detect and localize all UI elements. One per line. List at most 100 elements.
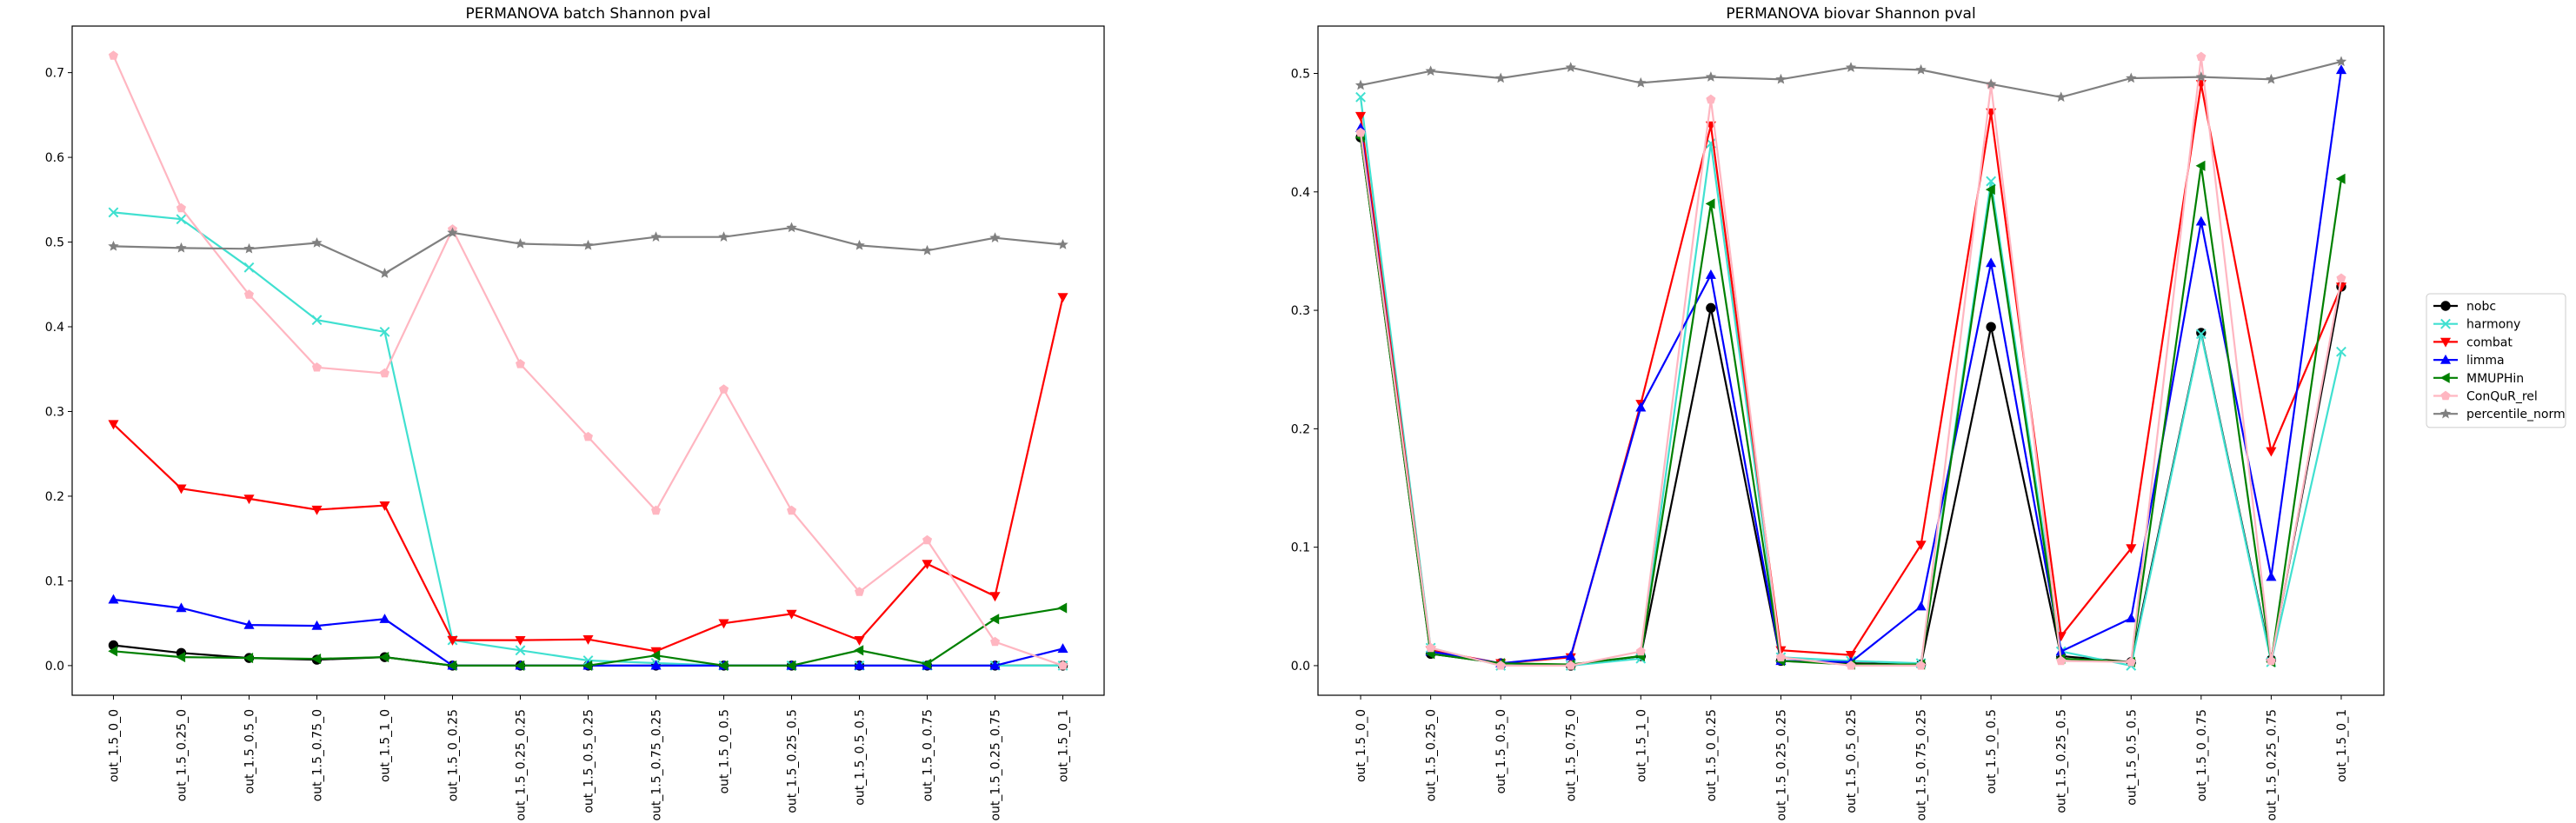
data-point-percentile_norm: [718, 231, 729, 242]
x-tick-label: out_1.5_0.25_0: [175, 709, 189, 801]
data-point-percentile_norm: [311, 237, 323, 248]
data-point-ConQuR_rel: [243, 289, 254, 299]
data-point-combat: [1915, 541, 1927, 551]
data-point-limma: [108, 594, 119, 604]
data-point-percentile_norm: [447, 227, 458, 238]
data-point-MMUPHin: [108, 646, 118, 657]
data-point-percentile_norm: [582, 239, 594, 250]
y-tick-label: 0.7: [45, 67, 64, 81]
data-point-combat: [379, 501, 390, 511]
y-tick-label: 0.4: [1291, 186, 1310, 200]
data-point-limma: [989, 660, 1001, 670]
data-point-percentile_norm: [2055, 91, 2067, 103]
data-point-combat: [108, 420, 119, 430]
data-point-MMUPHin: [718, 660, 729, 671]
data-point-MMUPHin: [311, 654, 322, 665]
series-line-percentile_norm: [113, 226, 1063, 275]
x-tick-label: out_1.5_0.5_0: [1494, 709, 1508, 793]
data-point-percentile_norm: [2126, 72, 2137, 83]
data-point-MMUPHin: [176, 652, 186, 663]
data-point-combat: [1845, 651, 1857, 660]
data-point-combat: [718, 619, 729, 629]
x-tick-label: out_1.5_0.75_0: [1565, 709, 1579, 801]
data-point-ConQuR_rel: [2266, 655, 2276, 666]
x-tick-label: out_1.5_0_0: [1355, 709, 1368, 782]
x-tick-label: out_1.5_0.25_0.25: [1774, 709, 1788, 821]
data-point-ConQuR_rel: [1426, 642, 1436, 653]
data-point-combat: [989, 592, 1001, 602]
data-point-MMUPHin: [1985, 184, 1995, 196]
data-point-ConQuR_rel: [719, 384, 729, 394]
data-point-combat: [1355, 111, 1367, 122]
data-point-ConQuR_rel: [1775, 652, 1786, 662]
legend-marker: [2440, 354, 2452, 364]
x-tick-label: out_1.5_1_0: [1634, 709, 1648, 782]
legend-marker: [2440, 390, 2451, 401]
x-tick-label: out_1.5_0_0.75: [2195, 709, 2209, 801]
series-nobc: [1355, 132, 2346, 671]
data-point-percentile_norm: [1845, 62, 1857, 72]
data-point-ConQuR_rel: [2056, 655, 2067, 666]
series-line-harmony: [1359, 96, 2343, 667]
x-tick-label: out_1.5_0.5_0.5: [2125, 709, 2139, 806]
series-combat: [1355, 80, 2347, 669]
series-percentile_norm: [108, 222, 1068, 278]
data-point-harmony: [176, 214, 187, 225]
data-point-percentile_norm: [1635, 76, 1647, 88]
data-point-ConQuR_rel: [2196, 51, 2207, 62]
x-tick-label: out_1.5_0.25_0.5: [2055, 709, 2069, 813]
x-tick-label: out_1.5_0_1: [2335, 709, 2349, 782]
series-line-combat: [112, 296, 1064, 653]
data-point-limma: [311, 620, 323, 630]
series-line-limma: [113, 598, 1063, 667]
data-point-combat: [922, 560, 933, 570]
data-point-MMUPHin: [786, 660, 796, 671]
y-tick-label: 0.1: [45, 574, 64, 588]
series-MMUPHin: [1355, 132, 2346, 670]
data-point-harmony: [2195, 329, 2207, 340]
y-tick-label: 0.5: [45, 236, 64, 250]
legend: nobc harmony combat limma MMUPHin ConQuR_relp…: [2426, 293, 2566, 428]
legend-marker: [2440, 337, 2452, 348]
legend-marker: [2440, 408, 2452, 419]
legend-entry-MMUPHin: MMUPHin: [2433, 372, 2524, 386]
data-point-percentile_norm: [379, 268, 390, 278]
x-tick-label: out_1.5_0_0.25: [1705, 709, 1719, 801]
data-point-percentile_norm: [515, 238, 526, 249]
series-MMUPHin: [108, 602, 1068, 671]
data-point-limma: [1635, 402, 1647, 412]
data-point-harmony: [515, 645, 526, 656]
x-tick-label: out_1.5_0.5_0.5: [854, 709, 868, 806]
series-line-combat: [1359, 83, 2343, 665]
data-point-percentile_norm: [2266, 73, 2277, 84]
data-point-percentile_norm: [2195, 71, 2207, 82]
legend-entry-limma: limma: [2433, 354, 2505, 368]
legend-marker: [2440, 301, 2451, 311]
data-point-limma: [854, 660, 865, 670]
x-tick-label: out_1.5_0_1: [1057, 709, 1071, 782]
x-tick-label: out_1.5_1_0: [378, 709, 392, 782]
data-point-ConQuR_rel: [1635, 646, 1646, 656]
data-point-limma: [1986, 257, 1997, 268]
x-tick-label: out_1.5_0.75_0.25: [1915, 709, 1929, 821]
legend-label: combat: [2466, 335, 2513, 349]
x-tick-label: out_1.5_0.25_0: [1425, 709, 1439, 801]
data-point-combat: [2126, 544, 2137, 554]
legend-entry-nobc: nobc: [2433, 300, 2496, 314]
data-point-combat: [447, 636, 458, 646]
y-tick-label: 0.5: [1291, 68, 1310, 82]
data-point-percentile_norm: [854, 239, 865, 250]
series-percentile_norm: [1355, 56, 2347, 103]
data-point-ConQuR_rel: [108, 50, 118, 60]
data-point-combat: [243, 494, 255, 505]
data-point-limma: [176, 602, 187, 613]
y-tick-label: 0.6: [45, 151, 64, 165]
data-point-percentile_norm: [1775, 73, 1787, 84]
data-point-ConQuR_rel: [583, 431, 593, 441]
y-tick-label: 0.0: [45, 660, 64, 674]
legend-frame: [2426, 293, 2566, 428]
data-point-ConQuR_rel: [1355, 127, 1366, 137]
data-point-MMUPHin: [2195, 160, 2206, 171]
data-point-ConQuR_rel: [311, 362, 322, 372]
data-point-combat: [2266, 447, 2277, 457]
